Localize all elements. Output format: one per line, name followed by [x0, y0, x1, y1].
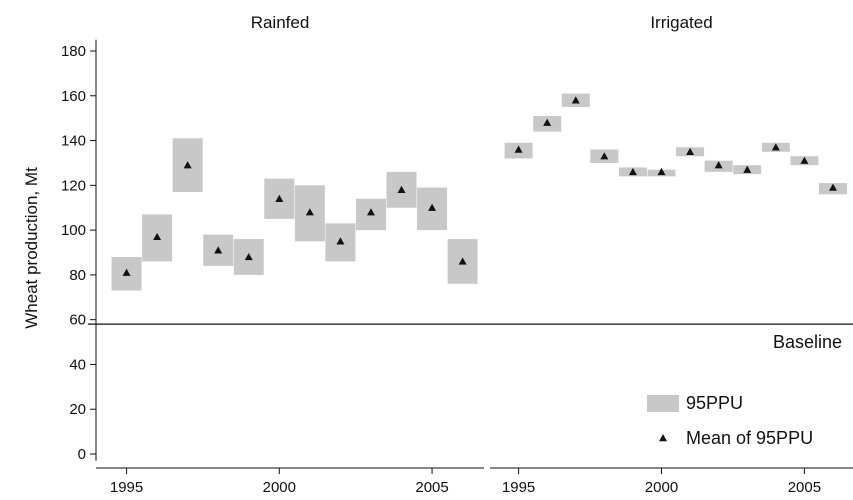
mean-marker — [153, 232, 162, 241]
baseline-label: Baseline — [773, 332, 842, 352]
panels-layer: 0 20 40 60 80 100 120 140 160 180 Rainfed 1995 2000 2… — [61, 13, 853, 496]
legend: 95PPU Mean of 95PPU — [647, 393, 813, 448]
panel-title: Rainfed — [251, 13, 310, 32]
y-tick-label: 180 — [61, 43, 86, 60]
mean-marker — [771, 143, 780, 151]
y-tick-label: 160 — [61, 88, 86, 105]
mean-marker — [244, 252, 253, 261]
baseline-layer: Baseline — [88, 323, 853, 352]
x-tick-label: 2005 — [415, 479, 448, 496]
y-tick-label: 20 — [69, 401, 86, 418]
legend-band-swatch — [647, 395, 679, 412]
y-tick-label: 120 — [61, 177, 86, 194]
mean-marker — [458, 257, 467, 265]
mean-marker — [628, 167, 637, 176]
mean-marker — [336, 237, 345, 245]
mean-marker — [600, 152, 609, 160]
mean-marker — [183, 161, 192, 169]
mean-marker — [122, 268, 131, 276]
mean-marker — [428, 203, 437, 211]
y-tick-label: 140 — [61, 133, 86, 150]
legend-mean-marker — [659, 434, 667, 442]
mean-marker — [800, 156, 809, 164]
x-tick-label: 1995 — [110, 479, 143, 496]
panel-irrigated: Irrigated 1995 2000 2005 — [490, 13, 853, 496]
legend-mean-label: Mean of 95PPU — [686, 428, 813, 448]
y-tick-label: 100 — [61, 222, 86, 239]
y-tick-label: 0 — [78, 446, 86, 463]
y-tick-label: 80 — [69, 267, 86, 284]
mean-marker — [214, 246, 223, 254]
y-axis-title: Wheat production, Mt — [22, 167, 41, 329]
x-tick-label: 2000 — [263, 479, 296, 496]
mean-marker — [543, 118, 552, 126]
mean-marker — [366, 208, 375, 216]
mean-marker — [275, 194, 284, 202]
mean-marker — [743, 165, 752, 173]
mean-marker — [514, 145, 523, 153]
x-tick-label: 1995 — [502, 479, 535, 496]
panel-rainfed: Rainfed 1995 2000 2005 — [96, 13, 484, 496]
mean-marker — [397, 185, 406, 194]
mean-marker — [714, 161, 723, 169]
y-tick-label: 40 — [69, 356, 86, 373]
legend-band-label: 95PPU — [686, 393, 743, 413]
y-tick-label: 60 — [69, 312, 86, 329]
mean-marker — [686, 147, 695, 155]
mean-marker — [828, 183, 837, 191]
mean-marker — [571, 96, 580, 104]
panel-title: Irrigated — [650, 13, 712, 32]
x-tick-label: 2000 — [645, 479, 678, 496]
x-tick-label: 2005 — [788, 479, 821, 496]
mean-marker — [305, 208, 314, 216]
mean-marker — [657, 167, 666, 176]
